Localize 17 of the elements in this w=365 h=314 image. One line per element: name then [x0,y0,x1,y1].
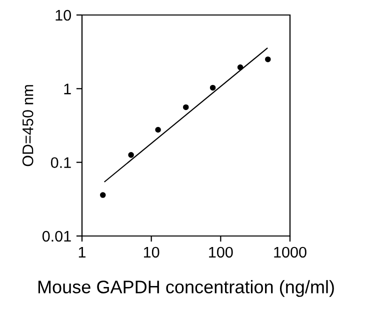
point [237,64,244,70]
y-tick-label: 10 [56,10,71,21]
y-tick-label: 0.1 [50,157,71,168]
point [265,56,271,62]
point [155,126,161,133]
point [100,192,106,198]
x-tick-label: 1 [78,246,86,258]
x-tick-label: 1000 [274,246,306,258]
point [182,104,189,110]
y-tick-label: 1 [64,84,71,94]
y-tick-label: 0.01 [42,230,71,242]
point [128,152,134,158]
x-axis-title: Mouse GAPDH concentration (ng/ml) [38,280,334,297]
x-tick-label: 100 [209,246,233,258]
point [210,84,216,91]
x-tick-label: 10 [144,246,160,258]
y-axis-title: OD=450 nm [22,85,34,166]
